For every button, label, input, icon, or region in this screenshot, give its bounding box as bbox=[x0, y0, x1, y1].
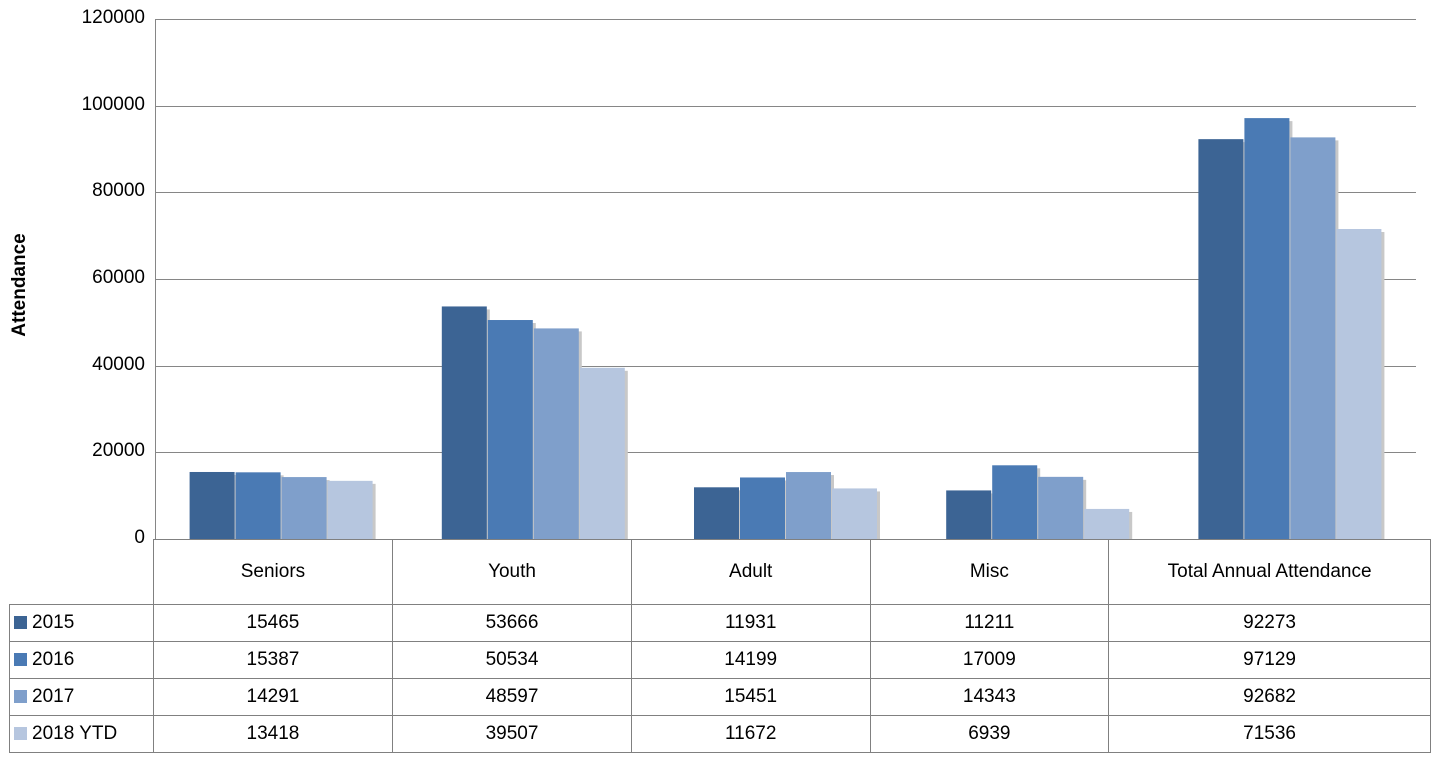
bar-2016-seniors bbox=[235, 472, 281, 539]
data-table: Seniors Youth Adult Misc Total Annual Attend… bbox=[9, 539, 1431, 753]
bar-2016-misc bbox=[992, 465, 1038, 539]
data-value-cell: 48597 bbox=[392, 678, 632, 716]
legend-label: 2015 bbox=[32, 612, 75, 633]
data-value-cell: 92682 bbox=[1108, 678, 1431, 716]
data-value-cell: 14291 bbox=[152, 678, 394, 716]
data-value-cell: 50534 bbox=[392, 641, 632, 679]
bar-2018-ytd-misc bbox=[1084, 508, 1130, 539]
data-value-cell: 92273 bbox=[1108, 604, 1431, 642]
data-value-cell: 53666 bbox=[392, 604, 632, 642]
y-tick-label: 60000 bbox=[92, 267, 145, 288]
legend-entry: 2016 bbox=[9, 641, 154, 679]
bar-2016-youth bbox=[487, 320, 533, 539]
bar-2018-ytd-total-annual-attendance bbox=[1336, 229, 1382, 539]
y-tick-label: 40000 bbox=[92, 353, 145, 375]
legend-entry: 2015 bbox=[9, 604, 154, 642]
y-tick-label: 120000 bbox=[81, 7, 145, 28]
data-value-cell: 11211 bbox=[869, 604, 1110, 642]
legend-label: 2016 bbox=[32, 649, 75, 670]
bar-2015-total-annual-attendance bbox=[1198, 139, 1244, 539]
category-label: Youth bbox=[392, 539, 632, 605]
bar-2016-adult bbox=[740, 477, 785, 539]
bar-2015-seniors bbox=[189, 471, 235, 539]
data-value-cell: 39507 bbox=[392, 715, 632, 753]
legend-entry: 2017 bbox=[9, 678, 154, 716]
y-tick-label: 80000 bbox=[92, 180, 145, 202]
data-value-cell: 15387 bbox=[152, 641, 394, 679]
data-table-row: 2015 15465 53666 11931 11211 92273 bbox=[9, 604, 1431, 642]
data-table-row: 2018 YTD 13418 39507 11672 6939 71536 bbox=[9, 715, 1431, 753]
data-table-row: 2017 14291 48597 15451 14343 92682 bbox=[9, 678, 1431, 716]
data-value-cell: 15465 bbox=[152, 604, 394, 642]
data-value-cell: 11931 bbox=[630, 604, 871, 642]
bar-2017-total-annual-attendance bbox=[1290, 137, 1336, 540]
y-tick-label: 20000 bbox=[92, 440, 145, 462]
bar-2018-ytd-seniors bbox=[327, 480, 373, 539]
category-label: Total Annual Attendance bbox=[1108, 539, 1431, 605]
data-table-header-row: Seniors Youth Adult Misc Total Annual Attend… bbox=[9, 539, 1431, 605]
data-value-cell: 11672 bbox=[630, 715, 871, 753]
legend-swatch bbox=[14, 616, 27, 629]
data-value-cell: 71536 bbox=[1108, 715, 1431, 753]
legend-label: 2017 bbox=[32, 686, 75, 707]
legend-swatch bbox=[14, 653, 27, 666]
bar-2015-misc bbox=[946, 490, 992, 539]
bar-2017-seniors bbox=[281, 477, 327, 539]
bar-2018-ytd-youth bbox=[579, 367, 625, 539]
category-label: Adult bbox=[630, 539, 871, 605]
category-label: Misc bbox=[869, 539, 1110, 605]
data-value-cell: 97129 bbox=[1108, 641, 1431, 679]
bar-2017-adult bbox=[786, 472, 831, 539]
bar-2016-total-annual-attendance bbox=[1244, 118, 1290, 539]
bar-2015-adult bbox=[694, 487, 739, 539]
bar-2017-youth bbox=[533, 328, 579, 539]
bar-2018-ytd-adult bbox=[832, 488, 877, 539]
data-table-corner bbox=[9, 539, 154, 605]
data-value-cell: 13418 bbox=[152, 715, 394, 753]
data-value-cell: 6939 bbox=[869, 715, 1110, 753]
data-value-cell: 17009 bbox=[869, 641, 1110, 679]
category-label: Seniors bbox=[152, 539, 394, 605]
bar-2017-misc bbox=[1038, 476, 1084, 539]
y-tick-label: 100000 bbox=[81, 93, 145, 115]
legend-swatch bbox=[14, 727, 27, 740]
bar-chart bbox=[155, 19, 1416, 540]
data-value-cell: 14343 bbox=[869, 678, 1110, 716]
data-table-row: 2016 15387 50534 14199 17009 97129 bbox=[9, 641, 1431, 679]
legend-entry: 2018 YTD bbox=[9, 715, 154, 753]
data-value-cell: 14199 bbox=[630, 641, 871, 679]
data-value-cell: 15451 bbox=[630, 678, 871, 716]
y-tick-label: 0 bbox=[134, 527, 145, 548]
legend-label: 2018 YTD bbox=[32, 723, 118, 744]
bar-2015-youth bbox=[441, 306, 487, 539]
legend-swatch bbox=[14, 690, 27, 703]
